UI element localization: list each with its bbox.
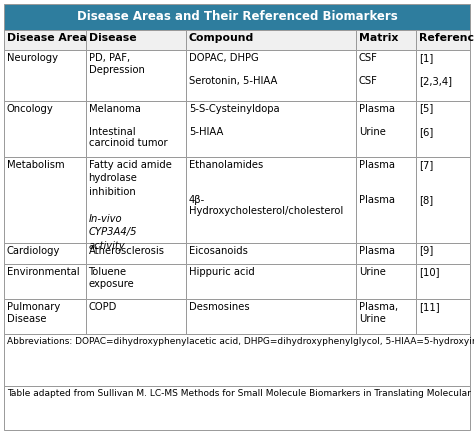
Bar	[4, 157, 85, 243]
Bar	[4, 264, 85, 299]
Text: Hippuric acid: Hippuric acid	[189, 267, 255, 277]
Bar	[417, 30, 470, 50]
Text: Plasma


Plasma: Plasma Plasma	[359, 160, 395, 205]
Bar	[186, 157, 356, 243]
Bar	[417, 101, 470, 157]
Text: [10]: [10]	[419, 267, 440, 277]
Text: Reference: Reference	[419, 33, 474, 43]
Text: Metabolism: Metabolism	[7, 160, 64, 170]
Text: Disease: Disease	[89, 33, 136, 43]
Bar	[356, 243, 417, 264]
Bar	[85, 264, 186, 299]
Text: [11]: [11]	[419, 302, 440, 312]
Text: [9]: [9]	[419, 246, 434, 256]
Text: inhibition: inhibition	[89, 187, 135, 197]
Text: 5-S-Cysteinyldopa

5-HIAA: 5-S-Cysteinyldopa 5-HIAA	[189, 104, 279, 137]
Text: Environmental: Environmental	[7, 267, 80, 277]
Bar	[186, 50, 356, 101]
Bar	[85, 101, 186, 157]
Text: COPD: COPD	[89, 302, 117, 312]
Bar	[85, 30, 186, 50]
Text: Pulmonary
Disease: Pulmonary Disease	[7, 302, 60, 324]
Bar	[356, 264, 417, 299]
Bar	[186, 299, 356, 334]
Text: PD, PAF,
Depression: PD, PAF, Depression	[89, 53, 145, 75]
Bar	[417, 50, 470, 101]
Text: CYP3A4/5: CYP3A4/5	[89, 227, 137, 237]
Bar	[4, 101, 85, 157]
Bar	[186, 243, 356, 264]
Text: Disease Area: Disease Area	[7, 33, 87, 43]
Text: Matrix: Matrix	[359, 33, 398, 43]
Text: [1]

[2,3,4]: [1] [2,3,4]	[419, 53, 452, 86]
Text: [5]

[6]: [5] [6]	[419, 104, 434, 137]
Text: Ethanolamides


4β-
Hydroxycholesterol/cholesterol: Ethanolamides 4β- Hydroxycholesterol/cho…	[189, 160, 343, 217]
Text: Table adapted from Sullivan M. LC-MS Methods for Small Molecule Biomarkers in Tr: Table adapted from Sullivan M. LC-MS Met…	[7, 389, 474, 398]
Bar	[417, 157, 470, 243]
Bar	[186, 30, 356, 50]
Bar	[356, 157, 417, 243]
Text: Neurology: Neurology	[7, 53, 58, 63]
Bar	[4, 4, 470, 30]
Text: Disease Areas and Their Referenced Biomarkers: Disease Areas and Their Referenced Bioma…	[77, 10, 397, 23]
Bar	[356, 30, 417, 50]
Bar	[4, 243, 85, 264]
Text: Cardiology: Cardiology	[7, 246, 60, 256]
Text: activity: activity	[89, 241, 125, 251]
Bar	[356, 299, 417, 334]
Bar	[85, 299, 186, 334]
Text: Oncology: Oncology	[7, 104, 54, 114]
Text: Eicosanoids: Eicosanoids	[189, 246, 247, 256]
Bar	[4, 386, 470, 430]
Bar	[186, 101, 356, 157]
Text: Plasma: Plasma	[359, 246, 395, 256]
Text: Melanoma

Intestinal
carcinoid tumor: Melanoma Intestinal carcinoid tumor	[89, 104, 167, 148]
Text: Compound: Compound	[189, 33, 254, 43]
Text: Plasma

Urine: Plasma Urine	[359, 104, 395, 137]
Text: Abbreviations: DOPAC=dihydroxyphenylacetic acid, DHPG=dihydroxyphenylglycol, 5-H: Abbreviations: DOPAC=dihydroxyphenylacet…	[7, 337, 474, 346]
Text: Fatty acid amide: Fatty acid amide	[89, 160, 172, 170]
Bar	[4, 50, 85, 101]
Text: [7]


[8]: [7] [8]	[419, 160, 434, 205]
Text: CSF

CSF: CSF CSF	[359, 53, 378, 86]
Text: DOPAC, DHPG

Serotonin, 5-HIAA: DOPAC, DHPG Serotonin, 5-HIAA	[189, 53, 277, 86]
Bar	[4, 334, 470, 386]
Bar	[417, 299, 470, 334]
Text: Atherosclerosis: Atherosclerosis	[89, 246, 164, 256]
Text: Urine: Urine	[359, 267, 386, 277]
Bar	[4, 30, 85, 50]
Text: Desmosines: Desmosines	[189, 302, 249, 312]
Bar	[4, 299, 85, 334]
Text: In-vivo: In-vivo	[89, 214, 122, 224]
Bar	[85, 243, 186, 264]
Bar	[417, 264, 470, 299]
Text: Plasma,
Urine: Plasma, Urine	[359, 302, 398, 324]
Bar	[85, 50, 186, 101]
Bar	[85, 157, 186, 243]
Text: Toluene
exposure: Toluene exposure	[89, 267, 134, 289]
Bar	[186, 264, 356, 299]
Text: hydrolase: hydrolase	[89, 174, 137, 184]
Bar	[417, 243, 470, 264]
Bar	[356, 101, 417, 157]
Bar	[356, 50, 417, 101]
